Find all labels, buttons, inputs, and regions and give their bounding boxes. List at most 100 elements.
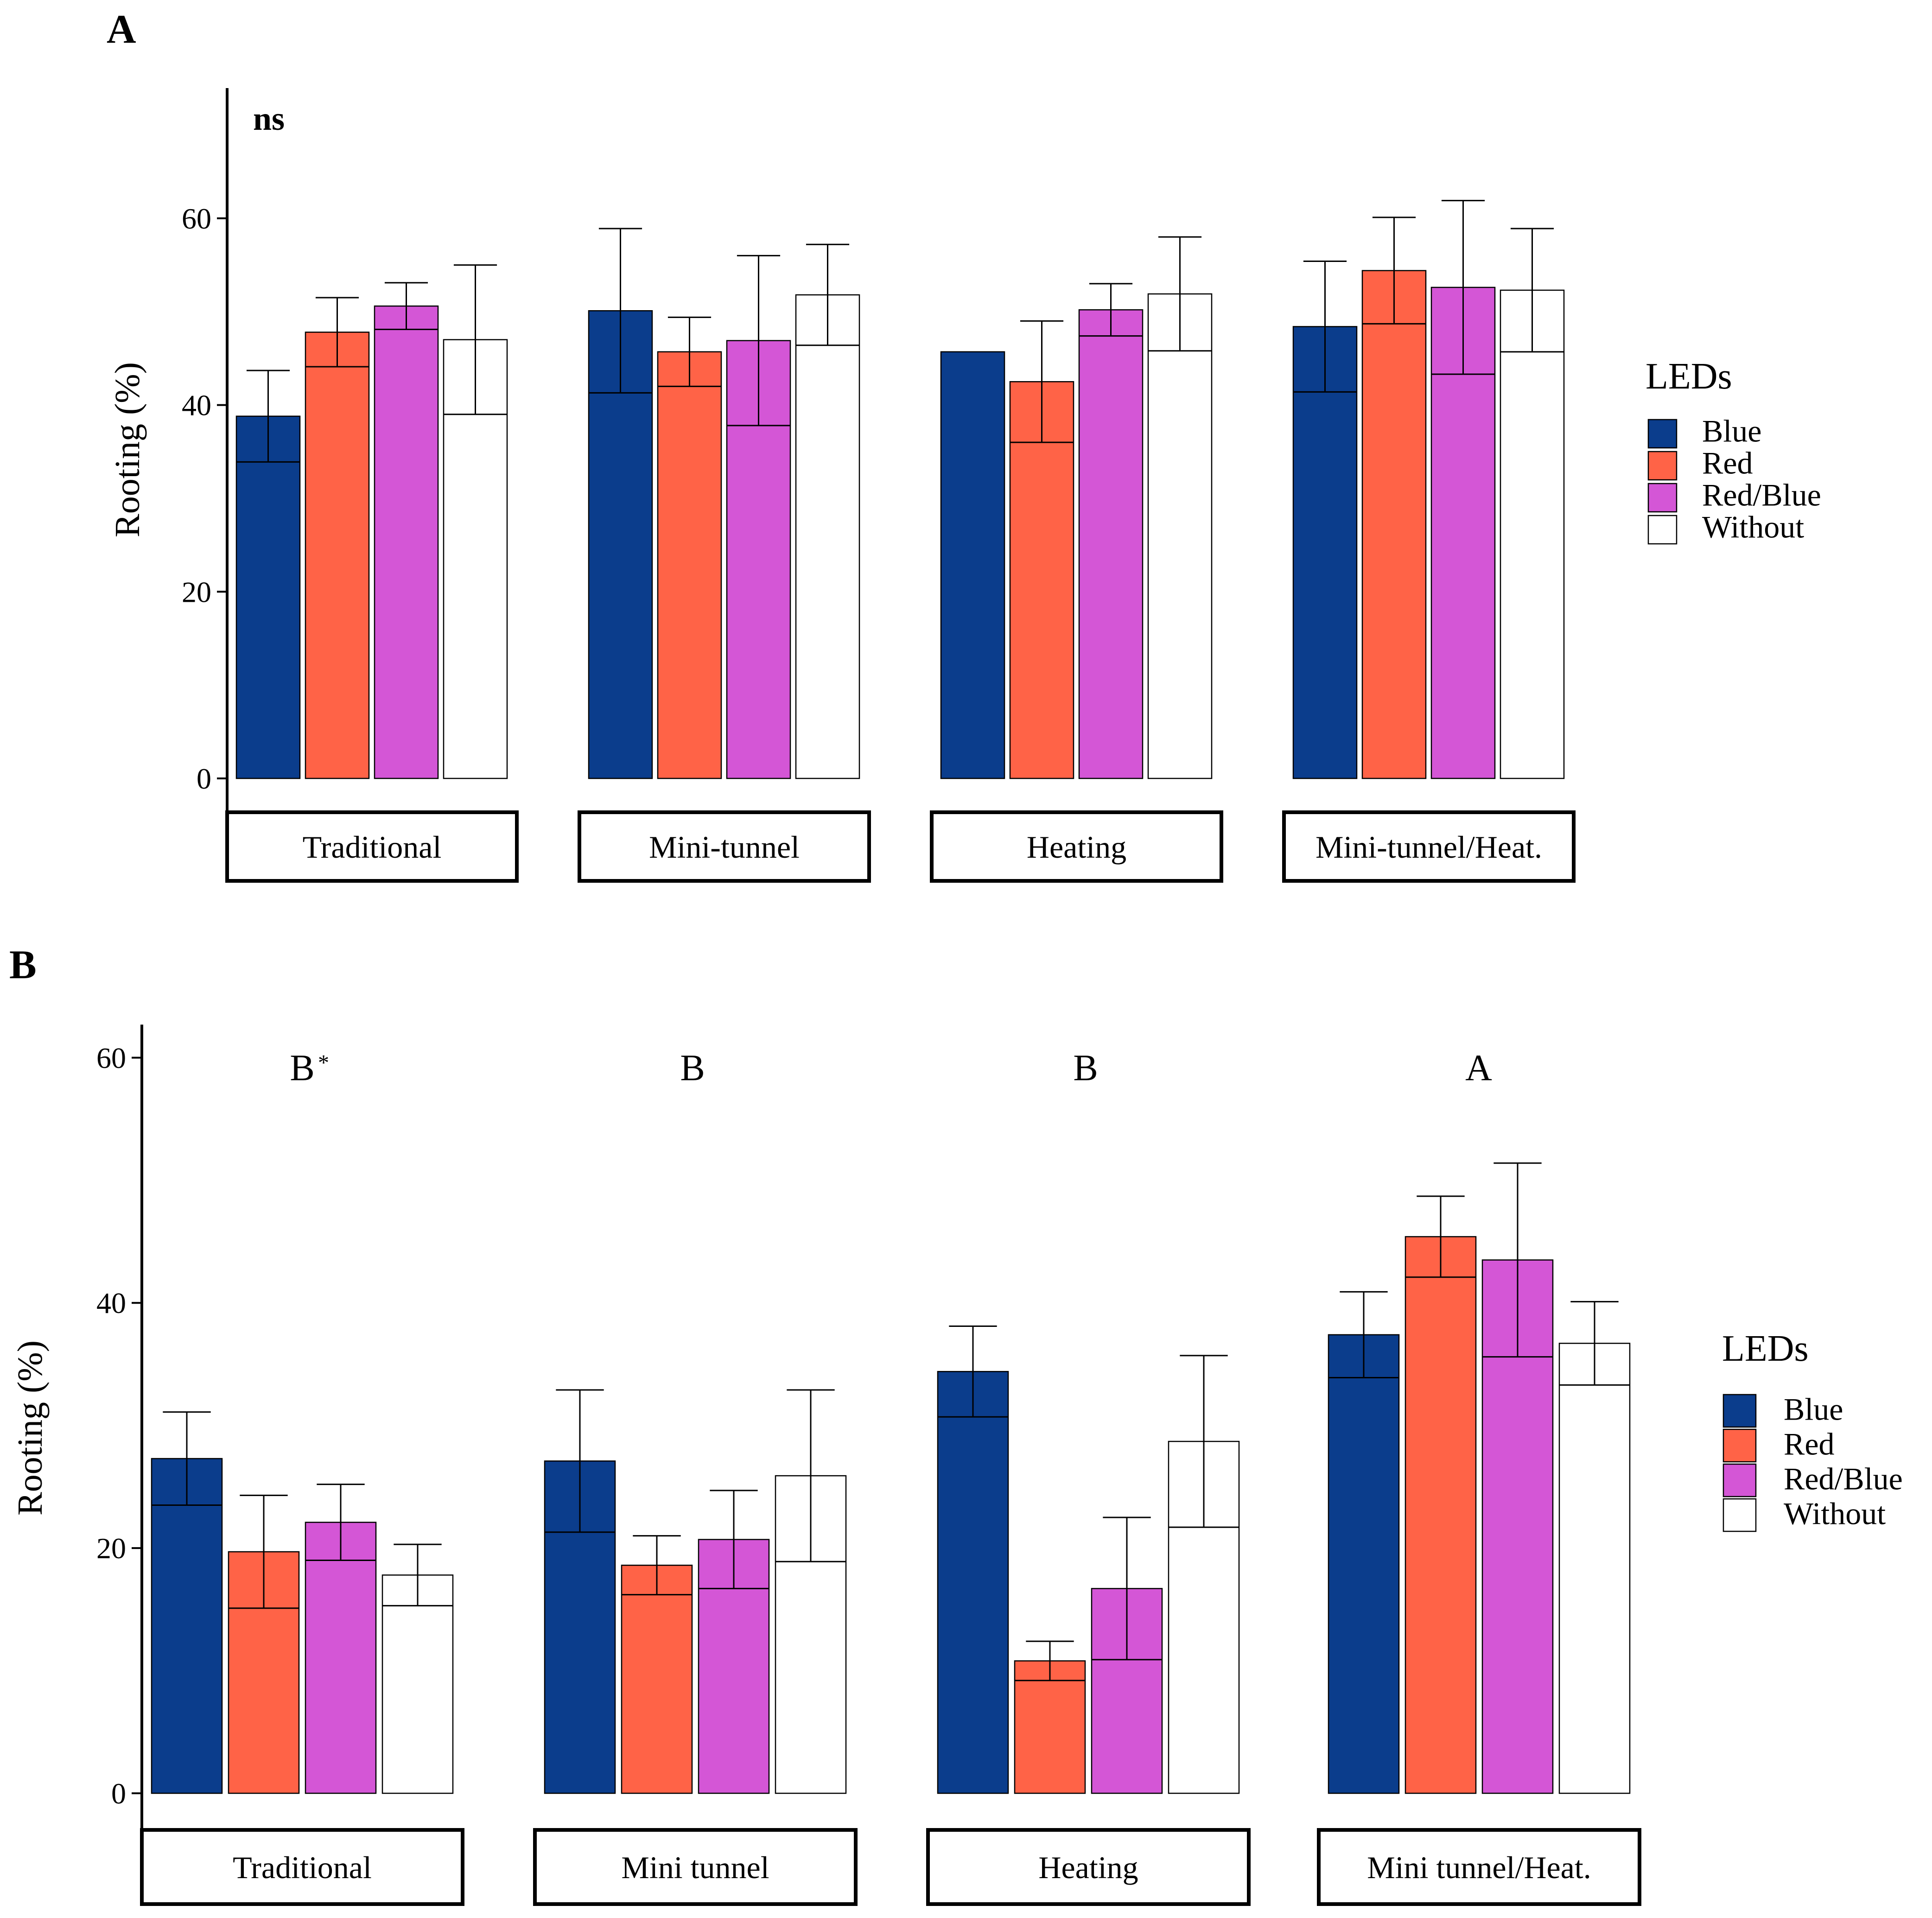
legend-label-red: Red [1702,446,1753,481]
bar-b-mini-tunnel-heat-blue [1328,1334,1400,1794]
bar-a-mini-tunnel-red [657,351,722,779]
bar-a-heating-red-blue [1078,309,1144,779]
bar-a-mini-tunnel-without [795,294,860,779]
error-bar-a-mini-tunnel-heat-blue [1293,261,1357,393]
legend-label-red-blue: Red/Blue [1702,478,1821,513]
legend-key-without [1722,1498,1757,1532]
facet-box-b-heating [926,1828,1251,1906]
bar-a-mini-tunnel-heat-without [1500,289,1565,779]
bar-b-mini-tunnel-heat-without [1558,1343,1631,1794]
bar-b-mini-tunnel-red-blue [698,1539,770,1794]
panel-letter-a: A [107,7,136,52]
facet-label-a-mini-tunnel-heat: Mini-tunnel/Heat. [1316,829,1542,865]
bar-a-mini-tunnel-heat-red [1361,270,1427,779]
error-bar-b-heating-red [1015,1640,1085,1682]
error-bar-b-traditional-without [382,1543,453,1606]
facet-label-a-heating: Heating [1027,829,1126,865]
bar-b-traditional-red-blue [305,1522,377,1794]
facet-box-a-mini-tunnel [578,810,871,883]
legend-title: LEDs [1722,1328,1809,1369]
bar-a-heating-red [1009,381,1074,779]
error-bar-a-mini-tunnel-red-blue [727,255,790,427]
y-tick-label-a-60: 60 [182,202,211,235]
error-bar-b-mini-tunnel-heat-red [1405,1195,1476,1278]
error-bar-b-traditional-blue [152,1411,222,1506]
facet-label-b-traditional: Traditional [233,1850,372,1885]
bar-b-heating-blue [937,1371,1009,1794]
facet-label-b-mini-tunnel: Mini tunnel [621,1850,769,1885]
error-bar-a-mini-tunnel-without [796,243,859,346]
y-tick-label-b-20: 20 [96,1532,126,1565]
legend-key-blue [1722,1394,1757,1428]
error-bar-a-traditional-without [444,264,507,415]
y-tick-label-a-0: 0 [197,762,211,795]
bar-b-mini-tunnel-red [621,1564,693,1794]
legend-label-without: Without [1702,510,1804,545]
facet-box-a-traditional [225,810,519,883]
error-bar-a-traditional-red [305,297,369,368]
panel-letter-b: B [9,943,37,988]
facet-box-b-mini-tunnel [533,1828,858,1906]
error-bar-a-mini-tunnel-heat-without [1500,228,1564,353]
error-bar-b-mini-tunnel-blue [545,1389,615,1533]
legend-label-red: Red [1784,1427,1835,1462]
bar-b-traditional-without [381,1574,454,1794]
error-bar-a-heating-red-blue [1079,283,1143,337]
bar-b-traditional-blue [151,1458,223,1794]
y-tick-label-a-20: 20 [182,575,211,608]
facet-box-a-mini-tunnel-heat [1282,810,1576,883]
y-tick-label-b-0: 0 [111,1777,126,1810]
bar-a-traditional-red [305,331,370,779]
bar-b-heating-red-blue [1091,1588,1163,1794]
y-tick-label-b-60: 60 [96,1041,126,1074]
bar-a-traditional-blue [235,415,301,779]
y-tick-label-a-40: 40 [182,389,211,422]
bar-a-traditional-red-blue [374,305,439,779]
significance-label-b-traditional: B [290,1048,314,1089]
panel-b: B 0 20 40 60 Rooting (%) Traditional Mini tunne… [9,943,1903,1906]
error-bar-b-heating-red-blue [1092,1517,1162,1661]
bar-b-heating-red [1014,1660,1086,1794]
legend-key-red-blue [1722,1463,1757,1497]
legend-label-without: Without [1784,1496,1886,1531]
panel-a: A 0 20 40 60 Rooting (%) Traditional Mini-tunne… [107,7,1821,883]
facet-label-a-traditional: Traditional [303,829,442,865]
error-bar-b-mini-tunnel-red-blue [699,1490,769,1589]
error-bar-b-mini-tunnel-without [775,1389,846,1562]
error-bar-b-mini-tunnel-heat-without [1559,1301,1630,1386]
y-axis-title-b: Rooting (%) [11,1340,50,1516]
y-tick-label-b-40: 40 [96,1287,126,1319]
error-bar-a-mini-tunnel-heat-red [1362,217,1426,325]
facet-box-b-mini-tunnel-heat [1317,1828,1641,1906]
error-bar-a-traditional-red-blue [375,282,438,330]
legend-label-blue: Blue [1784,1392,1843,1427]
error-bar-b-mini-tunnel-heat-red-blue [1482,1162,1553,1358]
facet-label-b-heating: Heating [1038,1850,1138,1885]
significance-label-b-mini-tunnel-heat: A [1465,1048,1492,1089]
legend-key-blue [1647,419,1678,449]
facet-box-a-heating [930,810,1223,883]
error-bar-a-mini-tunnel-red [658,316,721,387]
error-bar-a-heating-without [1148,236,1212,352]
error-bar-a-heating-red [1010,320,1074,443]
bar-a-heating-blue [940,351,1005,779]
error-bar-a-traditional-blue [236,370,300,463]
error-bar-b-traditional-red [229,1494,299,1609]
significance-label-b-heating: B [1073,1048,1098,1089]
bar-b-mini-tunnel-heat-red [1405,1236,1477,1794]
significance-label-b-mini-tunnel: B [680,1048,705,1089]
significance-asterisk-b: * [318,1051,329,1075]
error-bar-b-mini-tunnel-heat-blue [1328,1291,1399,1379]
legend-key-red [1647,451,1678,481]
bar-a-mini-tunnel-heat-blue [1292,326,1358,779]
error-bar-b-heating-without [1169,1355,1239,1528]
error-bar-b-heating-blue [938,1325,1008,1418]
legend-title: LEDs [1646,356,1732,397]
legend-key-red-blue [1647,483,1678,513]
error-bar-a-mini-tunnel-heat-red-blue [1431,200,1495,375]
error-bar-a-mini-tunnel-blue [589,228,652,394]
legend-label-red-blue: Red/Blue [1784,1461,1903,1497]
